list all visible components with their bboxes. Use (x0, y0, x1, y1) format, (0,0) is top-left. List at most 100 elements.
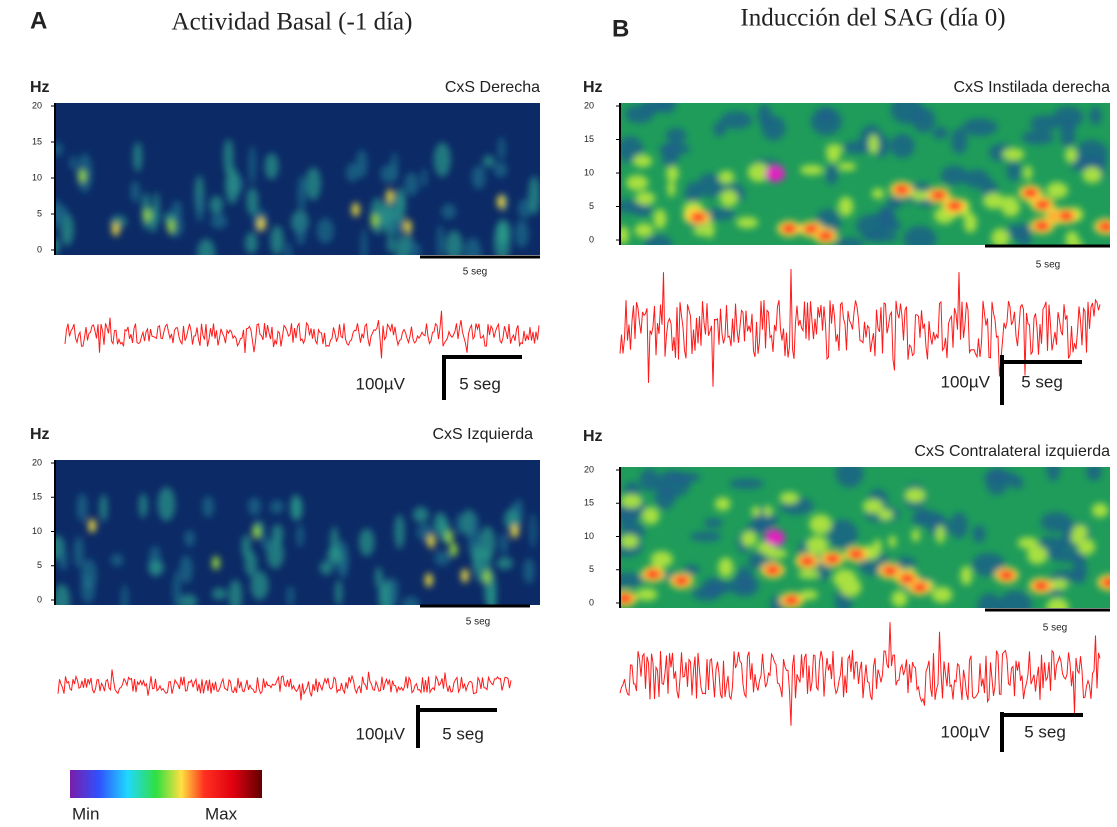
blob (495, 219, 511, 244)
blob (225, 166, 240, 205)
amplitude-label: 100µV (941, 372, 991, 391)
y-tick-label: 20 (584, 100, 594, 110)
blob (248, 144, 256, 185)
blob (991, 228, 1010, 245)
blob (946, 201, 963, 212)
colorbar-max: Max (205, 804, 238, 823)
blob (1089, 106, 1102, 125)
blob (358, 528, 375, 557)
blob (55, 584, 71, 605)
spectrogram (620, 467, 1110, 608)
blob (305, 167, 321, 201)
blob (157, 486, 176, 522)
amplitude-label: 100µV (941, 722, 991, 741)
blob (690, 531, 722, 542)
blob (751, 506, 761, 517)
spectrogram (55, 103, 540, 255)
blob (270, 225, 284, 255)
blob (1032, 580, 1049, 591)
blob (345, 163, 359, 183)
blob (930, 190, 947, 201)
spectrogram (55, 460, 540, 605)
blob (1097, 221, 1110, 232)
channel-label: CxS Derecha (445, 79, 540, 96)
blob (210, 213, 228, 229)
scale-label: 5 seg (1043, 623, 1067, 634)
blob (1009, 475, 1024, 490)
blob (436, 224, 445, 255)
blob (620, 534, 639, 548)
blob (471, 165, 486, 190)
y-tick-label: 15 (32, 136, 42, 146)
blob (1091, 503, 1109, 518)
spectrogram-blobs (620, 103, 1110, 245)
blob (838, 196, 854, 217)
eeg-trace (619, 268, 1101, 387)
blob (819, 106, 833, 124)
blob (291, 496, 303, 521)
unit-label: Hz (583, 79, 603, 96)
blob (764, 565, 781, 576)
blob (528, 175, 540, 215)
blob (111, 222, 120, 237)
blob (445, 230, 463, 255)
blob (88, 518, 97, 533)
y-tick-label: 10 (584, 531, 594, 541)
blob (781, 223, 798, 234)
blob (690, 212, 707, 223)
spectrogram-blobs (620, 467, 1110, 608)
blob (1023, 165, 1033, 181)
blob (620, 225, 630, 245)
y-tick-label: 10 (584, 167, 594, 177)
blob (1070, 531, 1083, 544)
blob (449, 542, 458, 557)
blob (184, 530, 196, 547)
blob (172, 570, 181, 605)
blob (741, 530, 757, 547)
amplitude-label: 100µV (356, 374, 406, 393)
blob (998, 590, 1032, 608)
blob (887, 195, 903, 209)
blob (202, 495, 215, 518)
blob (297, 174, 306, 213)
blob (645, 569, 662, 580)
blob (940, 165, 968, 186)
blob (817, 230, 834, 241)
blob (620, 502, 636, 527)
blob (635, 191, 656, 206)
blob (245, 232, 258, 254)
time-label: 5 seg (442, 724, 484, 743)
blob (179, 594, 198, 605)
blob (642, 507, 660, 525)
blob (1017, 536, 1039, 549)
channel-label: CxS Instilada derecha (953, 79, 1110, 96)
blob (911, 528, 921, 542)
blob (691, 587, 722, 601)
blob (985, 467, 1009, 496)
y-tick-label: 0 (37, 594, 42, 604)
blob (911, 582, 928, 593)
panel-title: Inducción del SAG (día 0) (740, 5, 1005, 32)
blob (890, 103, 923, 124)
blob (1046, 597, 1069, 608)
blob (1077, 538, 1096, 555)
y-tick-label: 5 (589, 564, 594, 574)
blob (395, 235, 408, 255)
blob (264, 152, 279, 180)
blob (888, 535, 897, 548)
blob (80, 558, 97, 590)
blob (1002, 147, 1025, 161)
blob (1029, 115, 1060, 132)
blob (826, 146, 841, 163)
blob (1082, 166, 1102, 184)
blob (510, 524, 519, 539)
blob (634, 223, 654, 238)
blob (247, 497, 262, 516)
y-tick-label: 5 (589, 201, 594, 211)
blob (497, 137, 506, 161)
y-tick-label: 0 (37, 244, 42, 254)
y-tick-label: 15 (32, 492, 42, 502)
blob (444, 530, 453, 545)
blob (641, 103, 664, 114)
blob (891, 590, 908, 608)
